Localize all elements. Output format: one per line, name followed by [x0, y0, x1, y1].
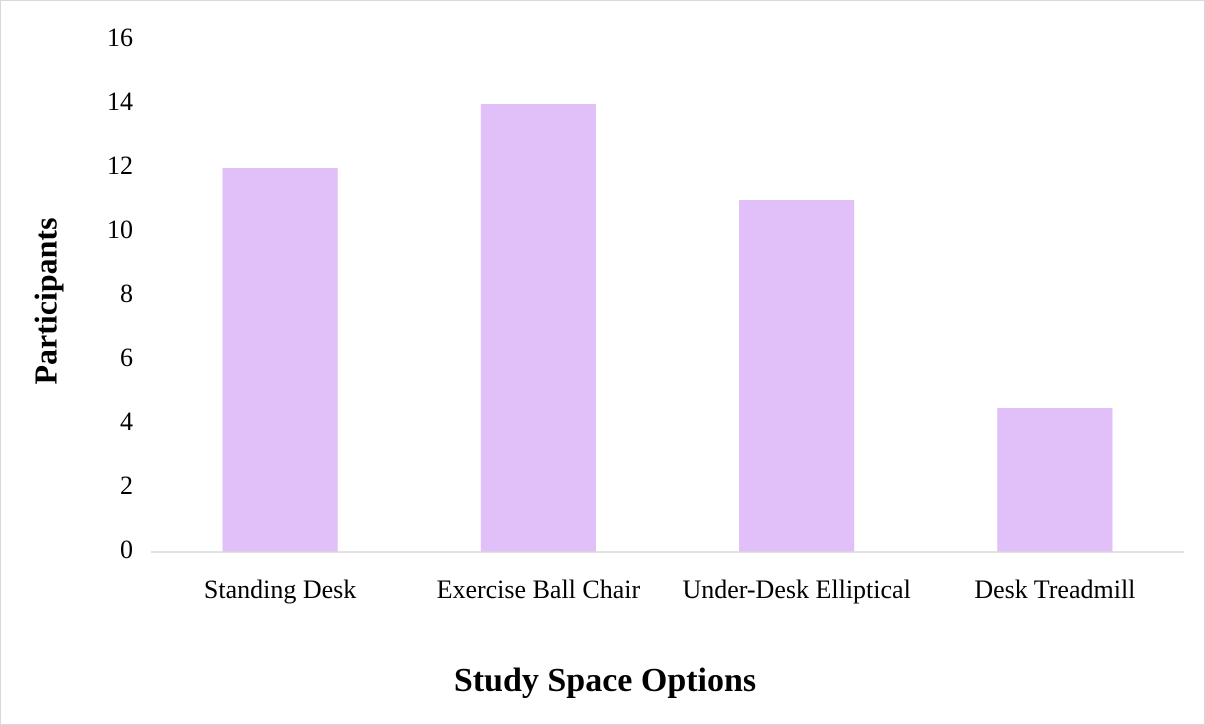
x-tick-label: Standing Desk [203, 575, 357, 604]
bar [739, 200, 855, 552]
bar [222, 168, 338, 552]
y-tick-label: 0 [120, 535, 133, 564]
y-axis-title: Participants [27, 217, 63, 384]
x-axis-title: Study Space Options [454, 662, 756, 699]
y-tick-label: 8 [120, 279, 133, 308]
x-tick-label: Desk Treadmill [974, 575, 1136, 604]
bar [480, 104, 596, 552]
y-tick-label: 4 [120, 407, 133, 436]
y-tick-label: 2 [120, 471, 133, 500]
y-tick-label: 12 [107, 151, 133, 180]
y-tick-label: 6 [120, 343, 133, 372]
x-tick-label: Under-Desk Elliptical [682, 575, 911, 604]
y-tick-label: 16 [107, 23, 133, 52]
y-tick-label: 14 [107, 87, 133, 116]
x-tick-label: Exercise Ball Chair [436, 575, 641, 604]
y-tick-label: 10 [107, 215, 133, 244]
bar [997, 408, 1113, 552]
